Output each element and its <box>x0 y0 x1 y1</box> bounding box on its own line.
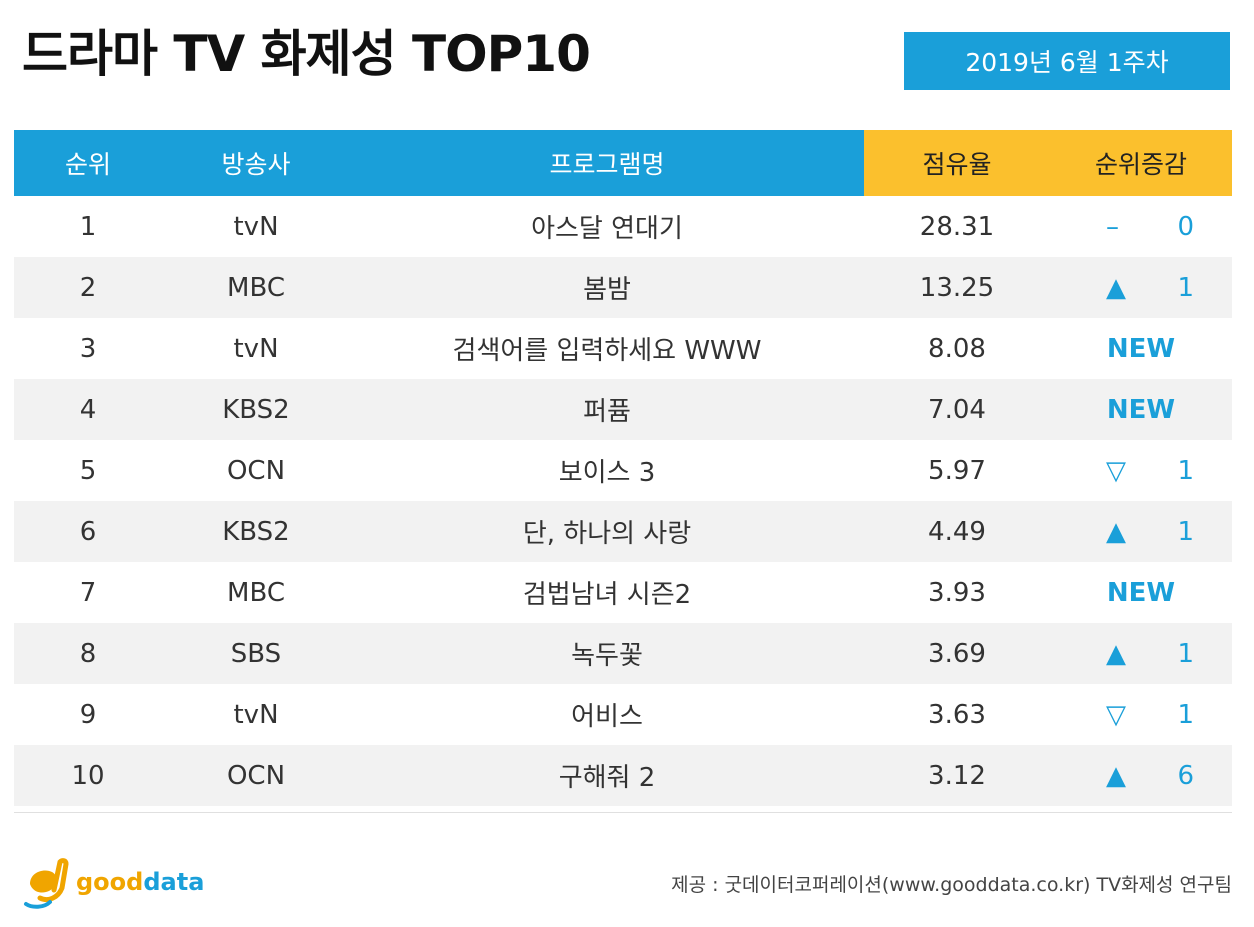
change-cell: –0 <box>1050 212 1232 242</box>
change-new-badge: NEW <box>1106 394 1176 425</box>
broadcaster-cell: tvN <box>233 699 279 730</box>
table-row: 9 tvN 어비스 3.63 ▽ 1 <box>14 684 1232 745</box>
logo-text-data: data <box>143 868 205 896</box>
rank-cell: 4 <box>79 394 97 425</box>
header-rank: 순위 <box>14 130 162 196</box>
change-new-badge: NEW <box>1106 333 1176 364</box>
program-cell: 단, 하나의 사랑 <box>522 519 692 549</box>
rank-cell: 3 <box>79 333 97 364</box>
share-cell: 8.08 <box>928 333 986 364</box>
rank-cell: 5 <box>79 455 97 486</box>
rank-cell: 7 <box>79 577 97 608</box>
share-cell: 4.49 <box>928 516 986 547</box>
broadcaster-cell: KBS2 <box>222 394 290 425</box>
up-triangle-icon: ▲ <box>1106 516 1126 547</box>
dash-icon: – <box>1106 211 1119 242</box>
ranking-table: 순위 방송사 프로그램명 점유율 순위증감 1 tvN 아스달 연대기 28.31–0… <box>14 130 1232 806</box>
broadcaster-cell: tvN <box>233 211 279 242</box>
change-new-badge: NEW <box>1106 577 1176 608</box>
program-cell: 보이스 3 <box>558 458 656 488</box>
change-cell: ▲ 6 <box>1050 761 1232 791</box>
up-triangle-icon: ▲ <box>1106 760 1126 791</box>
rank-cell: 1 <box>79 211 97 242</box>
program-cell: 검법남녀 시즌2 <box>522 580 692 610</box>
week-badge: 2019년 6월 1주차 <box>904 32 1230 90</box>
broadcaster-cell: tvN <box>233 333 279 364</box>
change-cell: ▽ 1 <box>1050 456 1232 486</box>
header-broadcaster: 방송사 <box>162 130 350 196</box>
share-cell: 28.31 <box>919 211 995 242</box>
table-header: 순위 방송사 프로그램명 점유율 순위증감 <box>14 130 1232 196</box>
change-cell: ▲ 1 <box>1050 639 1232 669</box>
share-cell: 3.69 <box>928 638 986 669</box>
broadcaster-cell: MBC <box>227 577 285 608</box>
source-credit: 제공 : 굿데이터코퍼레이션(www.gooddata.co.kr) TV화제성… <box>671 874 1232 896</box>
up-triangle-icon: ▲ <box>1106 638 1126 669</box>
change-value: 6 <box>1177 760 1194 791</box>
table-row: 7 MBC 검법남녀 시즌2 3.93 NEW <box>14 562 1232 623</box>
table-row: 10 OCN 구해줘 2 3.12 ▲ 6 <box>14 745 1232 806</box>
program-cell: 구해줘 2 <box>558 763 656 793</box>
change-value: 0 <box>1177 211 1194 242</box>
broadcaster-cell: MBC <box>227 272 285 303</box>
rank-cell: 6 <box>79 516 97 547</box>
rank-cell: 9 <box>79 699 97 730</box>
table-row: 5 OCN 보이스 3 5.97 ▽ 1 <box>14 440 1232 501</box>
program-cell: 퍼퓸 <box>583 397 631 427</box>
share-cell: 3.63 <box>928 699 986 730</box>
gooddata-logo-icon <box>24 858 69 909</box>
share-cell: 5.97 <box>928 455 986 486</box>
rank-cell: 2 <box>79 272 97 303</box>
table-row: 8 SBS 녹두꽃 3.69 ▲ 1 <box>14 623 1232 684</box>
header-program: 프로그램명 <box>350 130 864 196</box>
broadcaster-cell: OCN <box>226 760 286 791</box>
change-cell: ▽ 1 <box>1050 700 1232 730</box>
change-value: 1 <box>1177 455 1194 486</box>
share-cell: 13.25 <box>919 272 995 303</box>
table-row: 4 KBS2 퍼퓸 7.04 NEW <box>14 379 1232 440</box>
program-cell: 봄밤 <box>583 275 631 305</box>
change-cell: ▲ 1 <box>1050 517 1232 547</box>
table-row: 2 MBC 봄밤 13.25 ▲ 1 <box>14 257 1232 318</box>
change-value: 1 <box>1177 638 1194 669</box>
rank-cell: 8 <box>79 638 97 669</box>
down-triangle-icon: ▽ <box>1106 699 1126 730</box>
share-cell: 3.12 <box>928 760 986 791</box>
down-triangle-icon: ▽ <box>1106 455 1126 486</box>
bottom-divider <box>14 812 1232 813</box>
change-value: 1 <box>1177 272 1194 303</box>
table-body: 1 tvN 아스달 연대기 28.31–0 2 MBC 봄밤 13.25 ▲ 1 3 tvN 검색어를 … <box>14 196 1232 806</box>
header-change: 순위증감 <box>1050 130 1232 196</box>
program-cell: 어비스 <box>571 702 643 732</box>
change-value: 1 <box>1177 699 1194 730</box>
up-triangle-icon: ▲ <box>1106 272 1126 303</box>
share-cell: 3.93 <box>928 577 986 608</box>
change-value: 1 <box>1177 516 1194 547</box>
broadcaster-cell: OCN <box>226 455 286 486</box>
logo-text-good: good <box>76 868 144 896</box>
program-cell: 녹두꽃 <box>571 641 643 671</box>
share-cell: 7.04 <box>928 394 986 425</box>
program-cell: 아스달 연대기 <box>531 214 683 244</box>
program-cell: 검색어를 입력하세요 WWW <box>452 336 762 366</box>
rank-cell: 10 <box>71 760 105 791</box>
gooddata-logo: gooddata <box>22 854 204 910</box>
change-cell: ▲ 1 <box>1050 273 1232 303</box>
table-row: 6 KBS2 단, 하나의 사랑 4.49 ▲ 1 <box>14 501 1232 562</box>
table-row: 3 tvN 검색어를 입력하세요 WWW 8.08 NEW <box>14 318 1232 379</box>
page-title: 드라마 TV 화제성 TOP10 <box>22 25 591 83</box>
header-share: 점유율 <box>864 130 1050 196</box>
broadcaster-cell: KBS2 <box>222 516 290 547</box>
table-row: 1 tvN 아스달 연대기 28.31–0 <box>14 196 1232 257</box>
broadcaster-cell: SBS <box>230 638 282 669</box>
